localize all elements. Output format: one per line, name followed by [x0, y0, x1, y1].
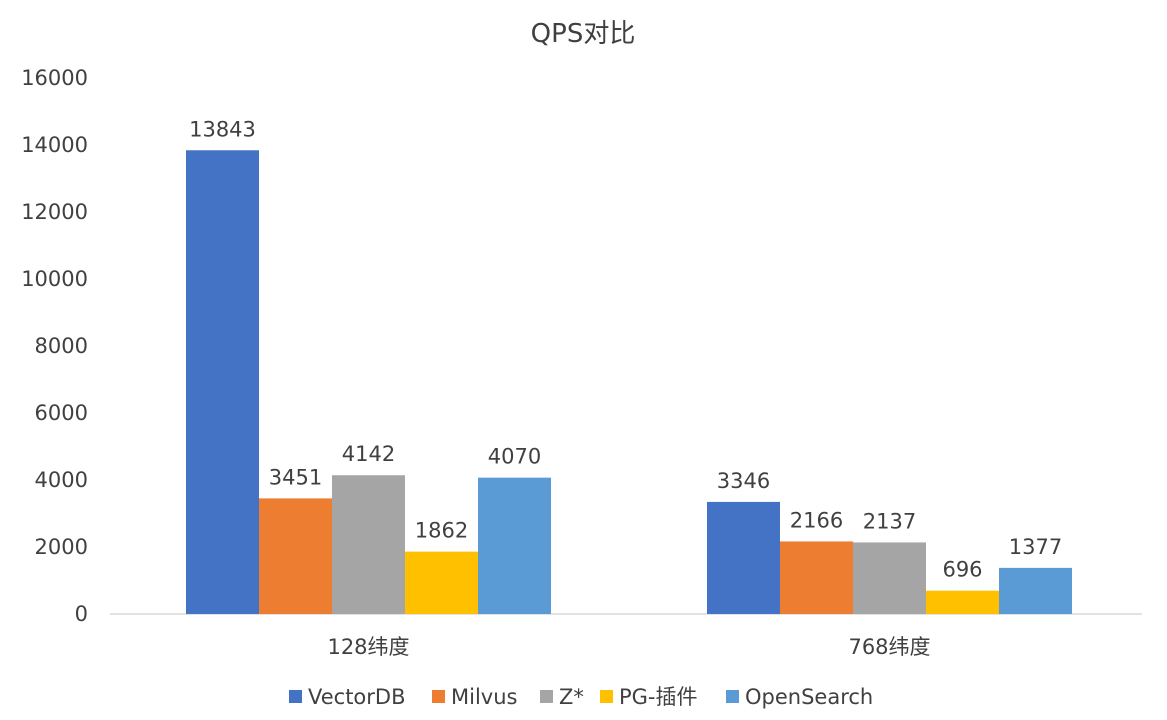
legend-swatch [540, 690, 553, 703]
x-category-label: 128纬度 [327, 635, 409, 659]
legend: VectorDB Milvus Z* PG-插件 OpenSearch [289, 685, 873, 709]
bar-opensearch-1 [478, 477, 551, 614]
y-tick-label: 12000 [21, 200, 88, 224]
data-label: 1862 [415, 519, 468, 543]
legend-label: VectorDB [308, 685, 406, 709]
bar-z-1 [332, 475, 405, 614]
legend-swatch [600, 690, 613, 703]
bar-milvus-1 [259, 498, 332, 614]
data-label: 1377 [1009, 535, 1062, 559]
legend-swatch [289, 690, 302, 703]
data-label: 3451 [269, 465, 322, 489]
bar-opensearch-2 [999, 567, 1072, 614]
bars [186, 150, 1072, 614]
data-label: 696 [942, 558, 982, 582]
legend-label: OpenSearch [745, 685, 873, 709]
bar-vectordb-2 [707, 501, 780, 614]
x-category-label: 768纬度 [848, 635, 930, 659]
data-label: 3346 [717, 469, 770, 493]
y-tick-label: 16000 [21, 66, 88, 90]
data-labels: 13843 3451 4142 1862 4070 3346 2166 2137 696 1377 [189, 117, 1062, 581]
legend-label: Z* [559, 685, 584, 709]
x-axis: 128纬度 768纬度 [327, 635, 930, 659]
legend-swatch [726, 690, 739, 703]
bar-pg-1 [405, 551, 478, 614]
y-tick-label: 14000 [21, 133, 88, 157]
y-tick-label: 0 [75, 602, 88, 626]
y-tick-label: 6000 [35, 401, 88, 425]
data-label: 2166 [790, 508, 843, 532]
chart-title: QPS对比 [531, 19, 636, 49]
y-tick-label: 10000 [21, 267, 88, 291]
bar-vectordb-1 [186, 150, 259, 614]
bar-pg-2 [926, 590, 999, 614]
y-tick-label: 4000 [35, 468, 88, 492]
data-label: 4070 [488, 445, 541, 469]
y-axis: 0 2000 4000 6000 8000 10000 12000 14000 16000 [21, 66, 88, 626]
bar-milvus-2 [780, 541, 853, 614]
data-label: 4142 [342, 442, 395, 466]
bar-z-2 [853, 542, 926, 614]
data-label: 2137 [863, 509, 916, 533]
legend-swatch [432, 690, 445, 703]
legend-label: PG-插件 [619, 685, 698, 709]
data-label: 13843 [189, 117, 256, 141]
y-tick-label: 2000 [35, 535, 88, 559]
y-tick-label: 8000 [35, 334, 88, 358]
legend-label: Milvus [451, 685, 517, 709]
